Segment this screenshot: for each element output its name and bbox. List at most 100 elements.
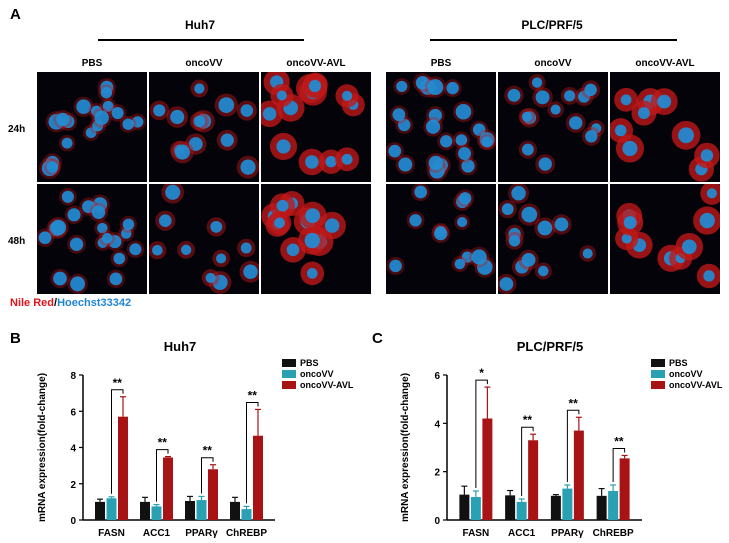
y-axis-label-huh7: mRNA expression(fold-change) — [37, 373, 48, 522]
y-tick-label-huh7-0: 0 — [70, 516, 76, 527]
legend-label-plc-1: oncoVV — [669, 369, 703, 379]
bar-huh7-FASN-oncoVV — [106, 498, 117, 520]
bar-plc-ChREBP-oncoVV-AVL — [619, 458, 630, 520]
group-line-plc — [430, 39, 677, 41]
legend-label-huh7-2: oncoVV-AVL — [300, 380, 354, 390]
bar-plc-FASN-oncoVV-AVL — [482, 418, 493, 520]
micrograph-huh7-pbs-48h — [37, 184, 147, 294]
legend-label-huh7-1: oncoVV — [300, 369, 334, 379]
bar-plc-PPARγ-oncoVV-AVL — [573, 430, 584, 520]
bar-huh7-ChREBP-PBS — [230, 501, 240, 520]
col-label-huh7-oncovv: oncoVV — [185, 58, 223, 69]
x-tick-label-plc-1: ACC1 — [508, 528, 536, 539]
micrograph-plc-pbs-48h — [386, 184, 496, 294]
micrograph-huh7-oncovv-48h — [149, 184, 259, 294]
y-tick-label-huh7-2: 2 — [70, 480, 76, 491]
y-tick-label-plc-2: 2 — [434, 468, 440, 479]
chart-title-huh7: Huh7 — [164, 339, 197, 354]
significance-bracket-plc-0 — [475, 379, 488, 488]
x-tick-label-plc-0: FASN — [463, 528, 490, 539]
bar-huh7-FASN-oncoVV-AVL — [118, 416, 128, 520]
bar-plc-ACC1-oncoVV-AVL — [528, 440, 539, 520]
panel-label-b: B — [10, 330, 21, 347]
y-axis-label-plc: mRNA expression(fold-change) — [400, 373, 411, 522]
bar-huh7-ChREBP-oncoVV — [241, 509, 252, 520]
micrograph-huh7-oncovv-avl-24h — [261, 72, 371, 182]
col-label-huh7-oncovv-avl: oncoVV-AVL — [286, 58, 346, 69]
chart-title-plc: PLC/PRF/5 — [517, 339, 583, 354]
significance-bracket-huh7-1 — [156, 449, 169, 502]
bar-plc-PPARγ-oncoVV — [562, 488, 573, 520]
stain-legend-separator: / — [54, 297, 58, 309]
bar-chart-plc: PLC/PRF/5 mRNA expression(fold-change) 0 2 4… — [400, 339, 723, 539]
panel-label-c: C — [372, 330, 383, 347]
y-tick-label-plc-4: 4 — [434, 419, 440, 430]
bar-huh7-ACC1-PBS — [140, 501, 150, 520]
bar-huh7-PPARγ-oncoVV — [196, 500, 207, 520]
x-tick-label-huh7-3: ChREBP — [226, 528, 267, 539]
significance-bracket-plc-3 — [612, 447, 626, 482]
legend-swatch-huh7-1 — [282, 370, 296, 378]
legend-label-huh7-0: PBS — [300, 358, 319, 368]
significance-label-huh7-0: ** — [113, 376, 123, 390]
significance-label-plc-2: ** — [568, 396, 578, 410]
bar-huh7-ACC1-oncoVV — [151, 506, 162, 520]
bar-huh7-ACC1-oncoVV-AVL — [163, 457, 173, 520]
significance-bracket-plc-1 — [521, 426, 534, 496]
bar-plc-FASN-oncoVV — [470, 497, 481, 520]
micrograph-plc-pbs-24h — [386, 72, 496, 182]
x-tick-label-huh7-0: FASN — [98, 528, 125, 539]
bar-plc-ACC1-PBS — [505, 495, 516, 520]
row-label-24h: 24h — [8, 124, 26, 135]
micrograph-huh7-pbs-24h — [37, 72, 147, 182]
legend-swatch-huh7-2 — [282, 381, 296, 389]
significance-label-plc-3: ** — [614, 434, 624, 448]
bar-plc-ACC1-oncoVV — [516, 501, 527, 520]
col-label-plc-oncovv: oncoVV — [534, 58, 572, 69]
bar-plc-FASN-PBS — [459, 494, 470, 520]
col-label-plc-oncovv-avl: oncoVV-AVL — [635, 58, 695, 69]
legend-swatch-huh7-0 — [282, 359, 296, 367]
micrograph-plc-oncovv-24h — [498, 72, 608, 182]
col-label-huh7-pbs: PBS — [81, 58, 103, 69]
bar-plc-PPARγ-PBS — [550, 495, 561, 520]
y-tick-label-plc-6: 6 — [434, 371, 440, 382]
legend-label-plc-0: PBS — [669, 358, 688, 368]
y-tick-label-huh7-6: 6 — [70, 407, 76, 418]
micrograph-plc-oncovv-avl-24h — [610, 72, 720, 182]
y-tick-label-huh7-4: 4 — [70, 444, 76, 455]
micrograph-plc-oncovv-avl-48h — [610, 184, 720, 294]
micrograph-huh7-oncovv-24h — [149, 72, 259, 182]
significance-bracket-huh7-0 — [111, 389, 124, 494]
significance-label-huh7-3: ** — [248, 388, 258, 402]
micrograph-plc-oncovv-48h — [498, 184, 608, 294]
group-title-huh7: Huh7 — [185, 18, 215, 32]
stain-legend-nile-red: Nile Red — [10, 297, 55, 309]
legend-swatch-plc-1 — [651, 370, 665, 378]
bar-plc-ChREBP-oncoVV — [608, 491, 619, 520]
col-label-plc-pbs: PBS — [430, 58, 452, 69]
row-label-48h: 48h — [8, 236, 26, 247]
bar-chart-huh7: Huh7 mRNA expression(fold-change) 0 2 4 6 8 FAS… — [37, 339, 354, 539]
significance-bracket-huh7-3 — [246, 401, 259, 504]
micrograph-huh7-oncovv-avl-48h — [261, 184, 371, 294]
bar-huh7-PPARγ-PBS — [185, 500, 195, 520]
significance-bracket-huh7-2 — [201, 457, 214, 494]
group-line-huh7 — [98, 39, 304, 41]
bar-huh7-PPARγ-oncoVV-AVL — [208, 469, 218, 520]
significance-bracket-plc-2 — [566, 409, 580, 482]
bar-plc-ChREBP-PBS — [596, 495, 607, 520]
legend-label-plc-2: oncoVV-AVL — [669, 380, 723, 390]
x-tick-label-plc-3: ChREBP — [593, 528, 634, 539]
x-tick-label-huh7-1: ACC1 — [143, 528, 171, 539]
legend-swatch-plc-2 — [651, 381, 665, 389]
x-tick-label-huh7-2: PPARγ — [185, 528, 218, 539]
y-tick-label-plc-0: 0 — [434, 516, 440, 527]
x-tick-label-plc-2: PPARγ — [551, 528, 584, 539]
legend-swatch-plc-0 — [651, 359, 665, 367]
significance-label-plc-0: * — [479, 366, 484, 380]
significance-label-plc-1: ** — [523, 413, 533, 427]
y-tick-label-huh7-8: 8 — [70, 371, 76, 382]
stain-legend: Nile Red/Hoechst33342 — [10, 297, 131, 309]
bar-huh7-FASN-PBS — [95, 501, 105, 520]
